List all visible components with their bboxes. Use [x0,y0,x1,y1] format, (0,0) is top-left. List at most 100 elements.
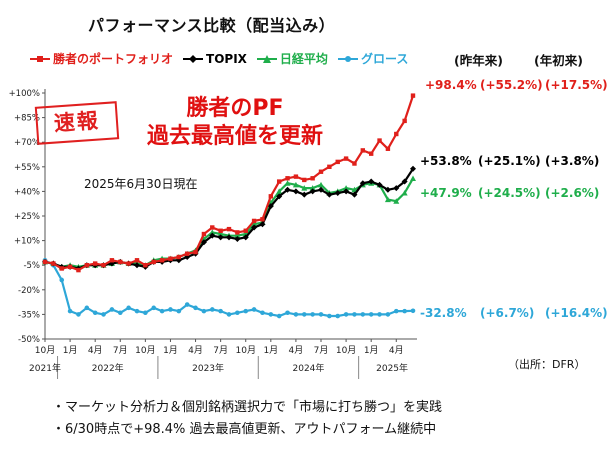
data-point [285,176,290,181]
nikkei-since-prev-year: (+24.5%) [478,186,541,200]
year-label: 2022年 [92,362,124,374]
data-point [343,188,350,195]
data-point [384,186,391,193]
column-header-since-prev-year: (昨年来) [454,53,503,68]
data-point [251,224,258,231]
growth-return: -32.8% [420,306,467,320]
data-point [200,239,207,246]
x-tick-label: 1月 [364,345,379,356]
data-point [226,234,232,241]
data-point [318,186,324,193]
data-point [284,186,291,193]
data-point [134,262,140,269]
data-point [176,254,182,260]
data-point [309,188,316,195]
legend-item-growth: グロース [337,50,408,67]
data-point [301,185,308,191]
as-of-date: 2025年6月30日現在 [84,177,198,191]
headline-line-2: 過去最高値を更新 [146,124,323,149]
winners-pf-ytd: (+17.5%) [545,78,608,92]
data-point [310,312,315,317]
nikkei-ytd: (+2.6%) [545,186,600,200]
data-point [259,221,266,228]
nikkei-return: +47.9% [420,186,472,200]
x-tick-label: 10月 [236,345,256,356]
y-tick-label: +10% [14,237,40,247]
data-point [201,231,207,237]
growth-ytd: (+16.4%) [545,306,608,320]
y-tick-label: -50% [18,335,40,345]
winners-pf-since-prev-year: (+55.2%) [480,78,543,92]
data-point [209,229,216,235]
data-point [360,312,366,317]
data-point [276,313,282,319]
data-point [410,308,416,314]
data-point [260,217,265,222]
data-point [393,198,400,204]
data-point [343,156,349,161]
data-point [210,225,215,230]
data-point [117,310,123,316]
data-point [276,188,283,194]
bullet-2: ・6/30時点で+98.4% 過去最高値更新、アウトパフォーム継続中 [52,422,437,437]
data-point [143,310,148,316]
data-point [276,179,282,184]
data-point [134,308,140,314]
data-point [335,159,340,165]
data-point [401,178,408,185]
data-point [209,232,216,239]
data-point [109,307,115,312]
data-point [410,175,416,181]
chart-title: パフォーマンス比較（配当込み） [88,16,336,35]
data-point [309,185,316,191]
data-point [359,180,366,187]
data-point [159,258,165,263]
y-tick-label: +55% [14,163,40,173]
data-point [260,310,265,316]
data-point [402,308,407,314]
data-point [343,312,349,317]
data-point [352,161,357,166]
data-point [335,313,341,319]
data-point [318,181,324,188]
data-point [134,258,140,263]
legend-label-topix: TOPIX [206,51,247,66]
data-point [410,93,416,98]
source-note: （出所：DFR） [508,358,586,371]
data-point [251,221,258,227]
x-tick-label: 10月 [336,345,356,356]
data-point [301,191,308,198]
topix-ytd: (+3.8%) [545,154,600,168]
data-point [59,266,64,271]
data-point [159,308,165,314]
data-point [377,312,382,317]
data-point [42,259,48,265]
data-point [243,308,249,314]
data-point [326,191,333,198]
data-point [168,256,173,261]
data-point [67,308,73,314]
data-point [393,185,400,192]
data-point [184,302,190,307]
data-point [126,261,131,266]
x-tick-label: 1月 [63,345,78,356]
topix-since-prev-year: (+25.1%) [478,154,541,168]
x-tick-label: 1月 [163,345,178,356]
topix-return: +53.8% [420,154,472,168]
year-label: 2025年 [376,362,408,374]
data-point [368,151,374,156]
growth-since-prev-year: (+6.7%) [480,306,535,320]
data-point [268,312,274,317]
legend: 勝者のポートフォリオ TOPIX 日経平均 グロース [30,50,408,67]
data-point [218,228,223,233]
series-line-3 [44,259,414,318]
data-point [235,230,240,235]
data-point [292,188,299,195]
data-point [368,178,375,185]
breaking-stamp: 速報 [34,101,120,145]
x-tick-label: 10月 [35,345,55,356]
data-point [217,234,224,241]
data-point [242,234,249,241]
x-tick-label: 10月 [135,345,155,356]
